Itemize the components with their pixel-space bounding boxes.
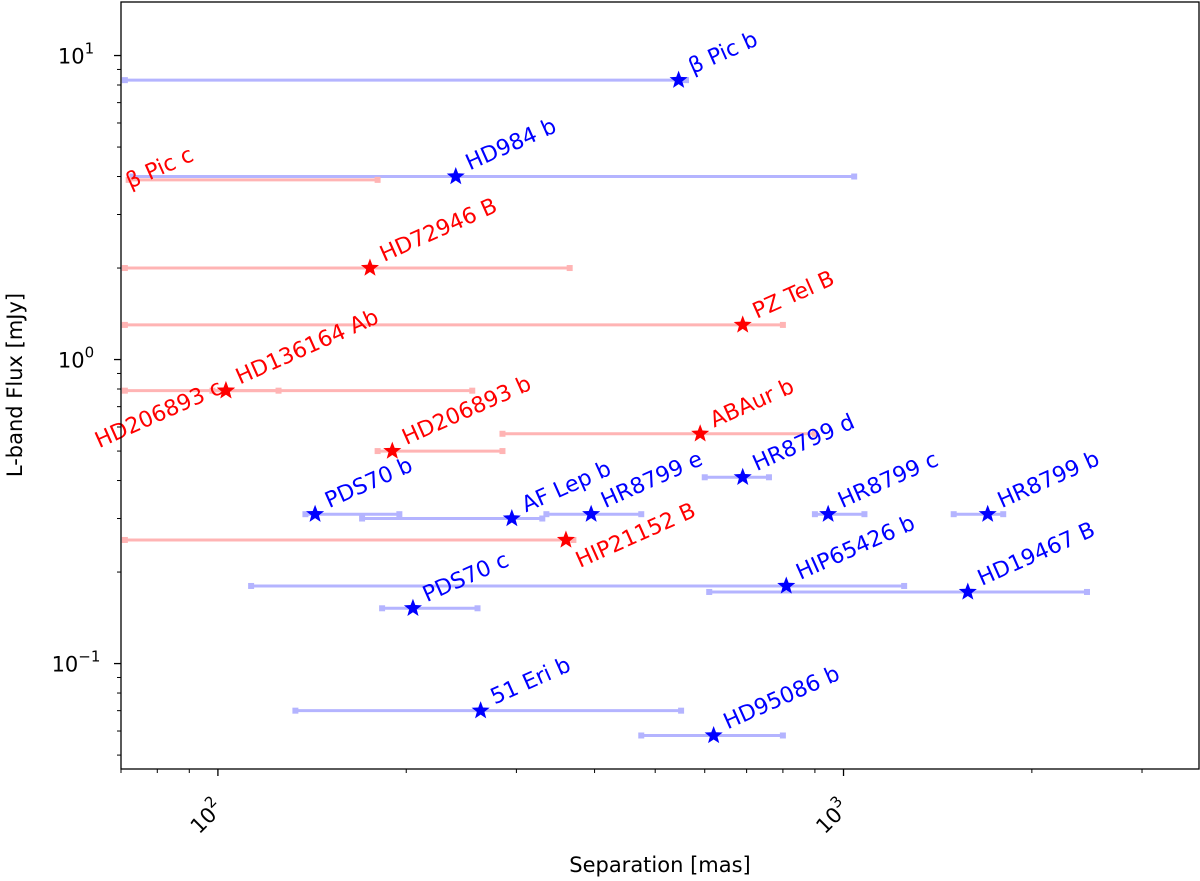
range-cap — [543, 511, 550, 518]
range-cap — [359, 515, 366, 522]
range-cap — [765, 474, 772, 481]
range-cap — [469, 387, 476, 394]
y-tick-label: 10−1 — [52, 648, 101, 677]
range-cap — [638, 732, 645, 739]
star-marker — [733, 467, 752, 485]
y-axis-label: L-band Flux [mJy] — [3, 293, 27, 477]
star-marker — [819, 504, 838, 522]
range-cap — [811, 430, 818, 437]
range-cap — [1083, 588, 1090, 595]
range-cap — [678, 707, 685, 714]
star-marker — [383, 441, 402, 459]
star-marker — [958, 582, 977, 600]
range-cap — [570, 536, 577, 543]
range-cap — [121, 321, 128, 328]
range-cap — [248, 582, 255, 589]
range-cap — [861, 511, 868, 518]
star-marker — [777, 576, 796, 594]
y-tick-label: 100 — [58, 344, 94, 373]
star-marker — [216, 381, 235, 399]
range-cap — [292, 707, 299, 714]
range-cap — [901, 582, 908, 589]
range-cap — [638, 511, 645, 518]
range-cap — [374, 176, 381, 183]
range-lines — [121, 77, 1090, 739]
star-marker — [704, 725, 723, 744]
range-cap — [539, 515, 546, 522]
range-cap — [275, 387, 282, 394]
range-cap — [121, 536, 128, 543]
range-cap — [499, 430, 506, 437]
range-cap — [779, 732, 786, 739]
range-cap — [851, 173, 858, 180]
range-cap — [125, 176, 132, 183]
range-cap — [811, 511, 818, 518]
star-marker — [978, 504, 997, 522]
range-cap — [499, 448, 506, 455]
star-marker — [669, 70, 688, 88]
star-marker — [691, 424, 710, 442]
star-marker — [446, 167, 465, 185]
range-cap — [121, 265, 128, 272]
star-marker — [556, 530, 575, 548]
markers — [216, 70, 997, 744]
star-marker — [471, 701, 490, 719]
plot-frame — [120, 1, 1200, 770]
range-cap — [474, 605, 481, 612]
range-cap — [682, 77, 689, 84]
range-cap — [950, 511, 957, 518]
star-marker — [502, 509, 521, 527]
range-cap — [1000, 511, 1007, 518]
range-cap — [129, 173, 136, 180]
range-cap — [374, 448, 381, 455]
range-cap — [701, 474, 708, 481]
star-marker — [403, 598, 422, 616]
range-cap — [396, 511, 403, 518]
y-tick-label: 101 — [58, 40, 94, 69]
range-cap — [706, 588, 713, 595]
range-cap — [379, 605, 386, 612]
range-cap — [121, 77, 128, 84]
range-cap — [302, 511, 309, 518]
range-cap — [779, 321, 786, 328]
star-marker — [733, 315, 752, 333]
star-marker — [582, 504, 601, 522]
range-cap — [566, 265, 573, 272]
x-axis-label: Separation [mas] — [569, 853, 751, 877]
range-cap — [121, 387, 128, 394]
star-marker — [306, 504, 325, 522]
y-axis-ticks: 10−1 100 101 — [52, 40, 121, 756]
star-marker — [360, 258, 379, 276]
